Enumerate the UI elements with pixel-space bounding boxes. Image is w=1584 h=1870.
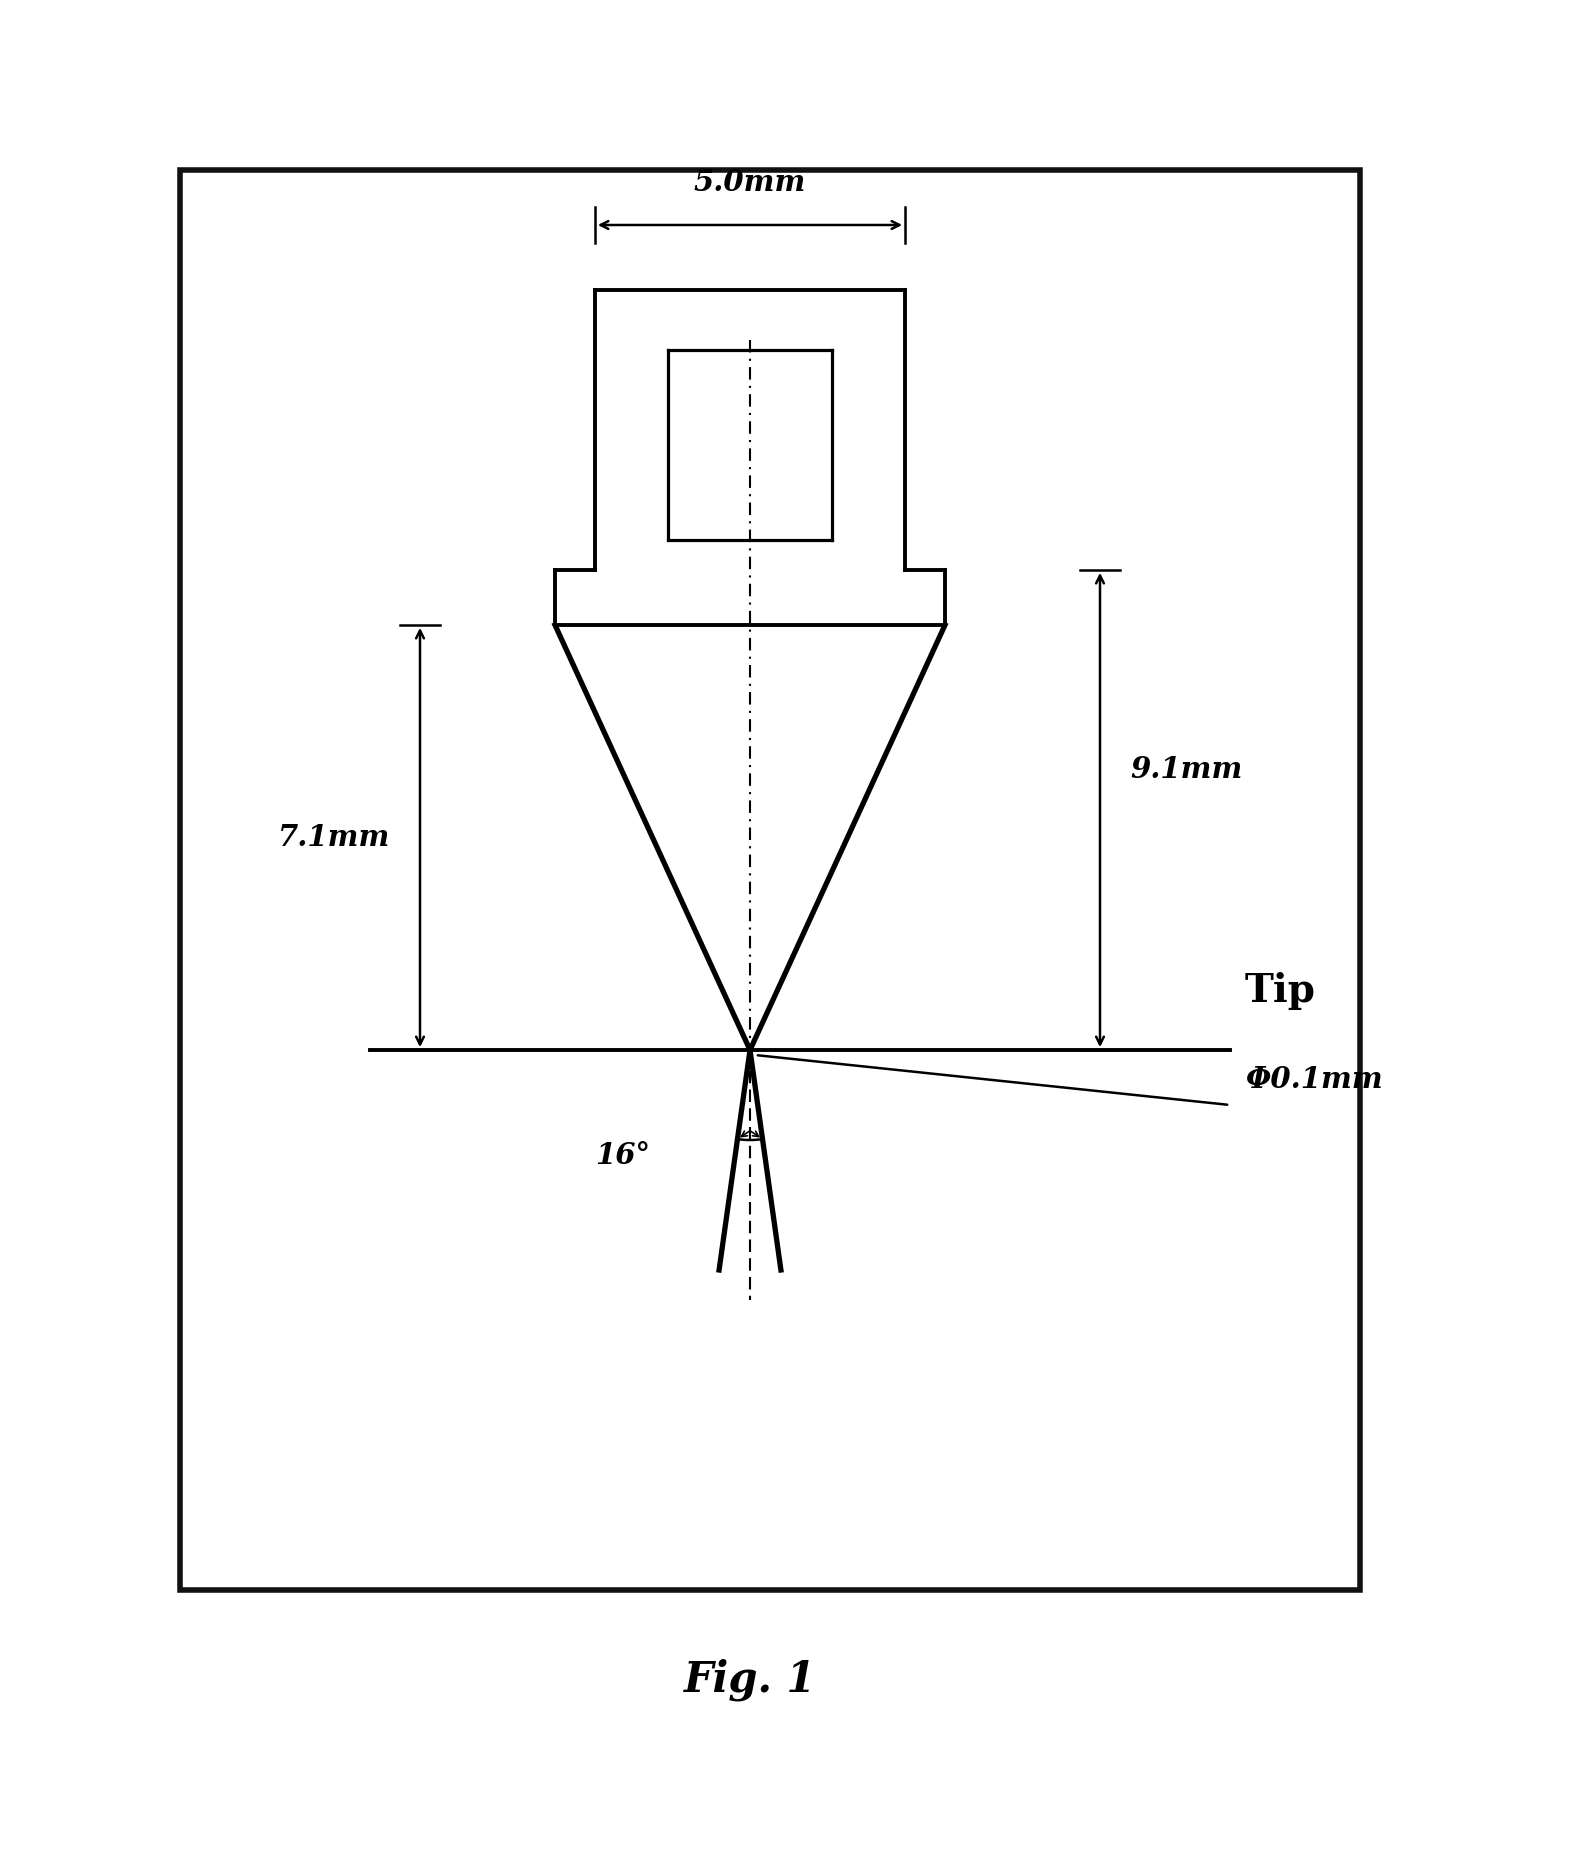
Text: Tip: Tip (1245, 972, 1316, 1010)
Text: 5.0mm: 5.0mm (694, 168, 806, 196)
Text: 16°: 16° (596, 1141, 649, 1169)
Text: Φ0.1mm: Φ0.1mm (1245, 1066, 1383, 1094)
Text: Fig. 1: Fig. 1 (684, 1659, 816, 1702)
Text: 9.1mm: 9.1mm (1129, 755, 1242, 785)
Text: 7.1mm: 7.1mm (277, 823, 390, 853)
Bar (181, 170, 1361, 1590)
